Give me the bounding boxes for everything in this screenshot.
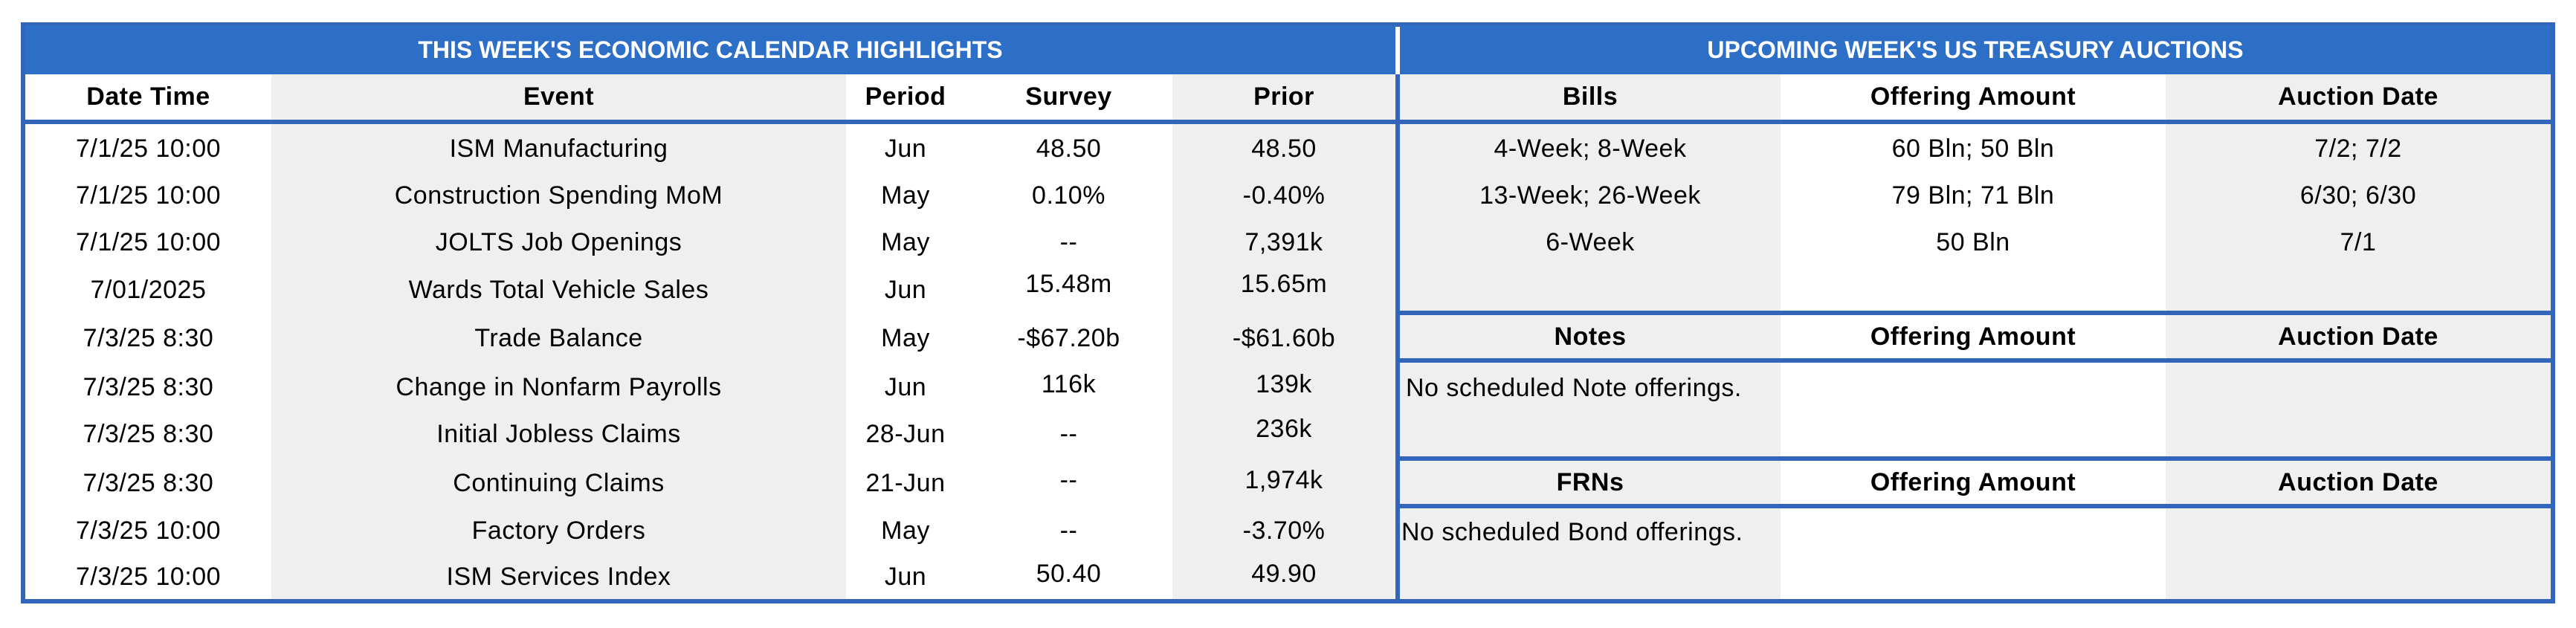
table-row-prior: 236k <box>1256 415 1312 443</box>
table-row-datetime: 7/1/25 10:00 <box>75 134 222 163</box>
table-row-datetime: 7/3/25 8:30 <box>83 469 214 497</box>
table-row-prior: -0.40% <box>1242 181 1326 210</box>
col-header-event: Event <box>523 82 595 111</box>
table-row-event: ISM Manufacturing <box>449 134 668 163</box>
bills-column-shade <box>1400 74 1781 599</box>
table-row-prior: 7,391k <box>1245 228 1323 256</box>
table-row-datetime: 7/1/25 10:00 <box>75 181 222 210</box>
frns-header: FRNs <box>1556 467 1624 496</box>
table-row-event: Factory Orders <box>471 517 646 545</box>
table-row-survey: -- <box>1059 466 1078 494</box>
notes-message: No scheduled Note offerings. <box>1406 373 1742 402</box>
col-header-survey: Survey <box>1025 82 1112 111</box>
table-row-datetime: 7/3/25 8:30 <box>83 420 214 448</box>
notes-offering-header: Offering Amount <box>1870 322 2076 351</box>
col-header-period: Period <box>865 82 946 111</box>
table-row-period: 28-Jun <box>865 420 946 448</box>
notes-header-rule <box>1400 358 2551 363</box>
tables-divider <box>1395 74 1400 603</box>
table-row-prior: 139k <box>1256 369 1312 398</box>
table-row-prior: -$61.60b <box>1232 324 1336 352</box>
table-row-survey: 0.10% <box>1032 181 1105 210</box>
auction-date-column-shade <box>2166 74 2551 599</box>
tables-frame <box>21 22 2555 603</box>
table-row-datetime: 7/3/25 10:00 <box>75 563 222 591</box>
table-row-period: Jun <box>884 275 927 304</box>
bills-row-name: 6-Week <box>1546 228 1635 256</box>
frns-message: No scheduled Bond offerings. <box>1401 517 1743 546</box>
table-row-survey: -- <box>1059 420 1078 448</box>
table-row-prior: 1,974k <box>1245 466 1323 494</box>
table-row-datetime: 7/01/2025 <box>90 275 207 304</box>
table-row-survey: -$67.20b <box>1017 324 1120 352</box>
frns-top-rule <box>1400 456 2551 461</box>
frns-auction-date-header: Auction Date <box>2278 467 2438 496</box>
frns-offering-header: Offering Amount <box>1870 467 2076 496</box>
economic-calendar-title: THIS WEEK'S ECONOMIC CALENDAR HIGHLIGHTS <box>25 25 1395 74</box>
table-row-event: JOLTS Job Openings <box>435 228 682 256</box>
treasury-auctions-title: UPCOMING WEEK'S US TREASURY AUCTIONS <box>1400 25 2551 74</box>
table-row-event: Trade Balance <box>474 324 643 352</box>
table-row-event: Wards Total Vehicle Sales <box>408 275 709 304</box>
header-row-rule <box>25 120 2551 124</box>
prior-column-shade <box>1172 74 1395 599</box>
bills-header: Bills <box>1562 82 1618 111</box>
event-column-shade <box>271 74 846 599</box>
table-row-survey: 48.50 <box>1036 134 1102 163</box>
frns-header-rule <box>1400 504 2551 508</box>
table-row-period: May <box>881 181 930 210</box>
notes-auction-date-header: Auction Date <box>2278 322 2438 351</box>
bills-auction-date-header: Auction Date <box>2278 82 2438 111</box>
table-row-event: Continuing Claims <box>453 469 665 497</box>
col-header-datetime: Date Time <box>86 82 210 111</box>
bills-row-name: 13-Week; 26-Week <box>1479 181 1701 210</box>
table-row-survey: 15.48m <box>1025 269 1112 298</box>
bills-row-amount: 60 Bln; 50 Bln <box>1891 134 2055 163</box>
table-row-period: Jun <box>884 372 927 401</box>
table-row-prior: 49.90 <box>1251 560 1317 588</box>
table-row-period: May <box>881 324 930 352</box>
table-row-period: 21-Jun <box>865 469 946 497</box>
table-row-prior: 48.50 <box>1251 134 1317 163</box>
bills-offering-header: Offering Amount <box>1870 82 2076 111</box>
table-row-datetime: 7/3/25 10:00 <box>75 517 222 545</box>
table-row-prior: -3.70% <box>1242 517 1326 545</box>
table-row-event: Construction Spending MoM <box>394 181 723 210</box>
table-row-event: Initial Jobless Claims <box>436 420 681 448</box>
table-row-period: Jun <box>884 563 927 591</box>
col-header-prior: Prior <box>1253 82 1314 111</box>
bills-row-amount: 50 Bln <box>1936 228 2010 256</box>
table-row-datetime: 7/1/25 10:00 <box>75 228 222 256</box>
notes-header: Notes <box>1554 322 1627 351</box>
table-row-survey: -- <box>1059 228 1078 256</box>
table-row-prior: 15.65m <box>1240 269 1328 298</box>
table-row-survey: 50.40 <box>1036 560 1102 588</box>
table-row-survey: 116k <box>1041 369 1097 398</box>
table-row-period: May <box>881 228 930 256</box>
table-row-period: May <box>881 517 930 545</box>
bills-row-amount: 79 Bln; 71 Bln <box>1891 181 2055 210</box>
table-row-datetime: 7/3/25 8:30 <box>83 324 214 352</box>
bills-row-date: 6/30; 6/30 <box>2299 181 2417 210</box>
bills-row-date: 7/1 <box>2340 228 2377 256</box>
table-row-period: Jun <box>884 134 927 163</box>
bills-row-name: 4-Week; 8-Week <box>1494 134 1687 163</box>
table-row-event: Change in Nonfarm Payrolls <box>396 372 722 401</box>
bills-row-date: 7/2; 7/2 <box>2314 134 2402 163</box>
table-row-event: ISM Services Index <box>446 563 671 591</box>
notes-top-rule <box>1400 311 2551 315</box>
table-row-datetime: 7/3/25 8:30 <box>83 372 214 401</box>
table-row-survey: -- <box>1059 517 1078 545</box>
